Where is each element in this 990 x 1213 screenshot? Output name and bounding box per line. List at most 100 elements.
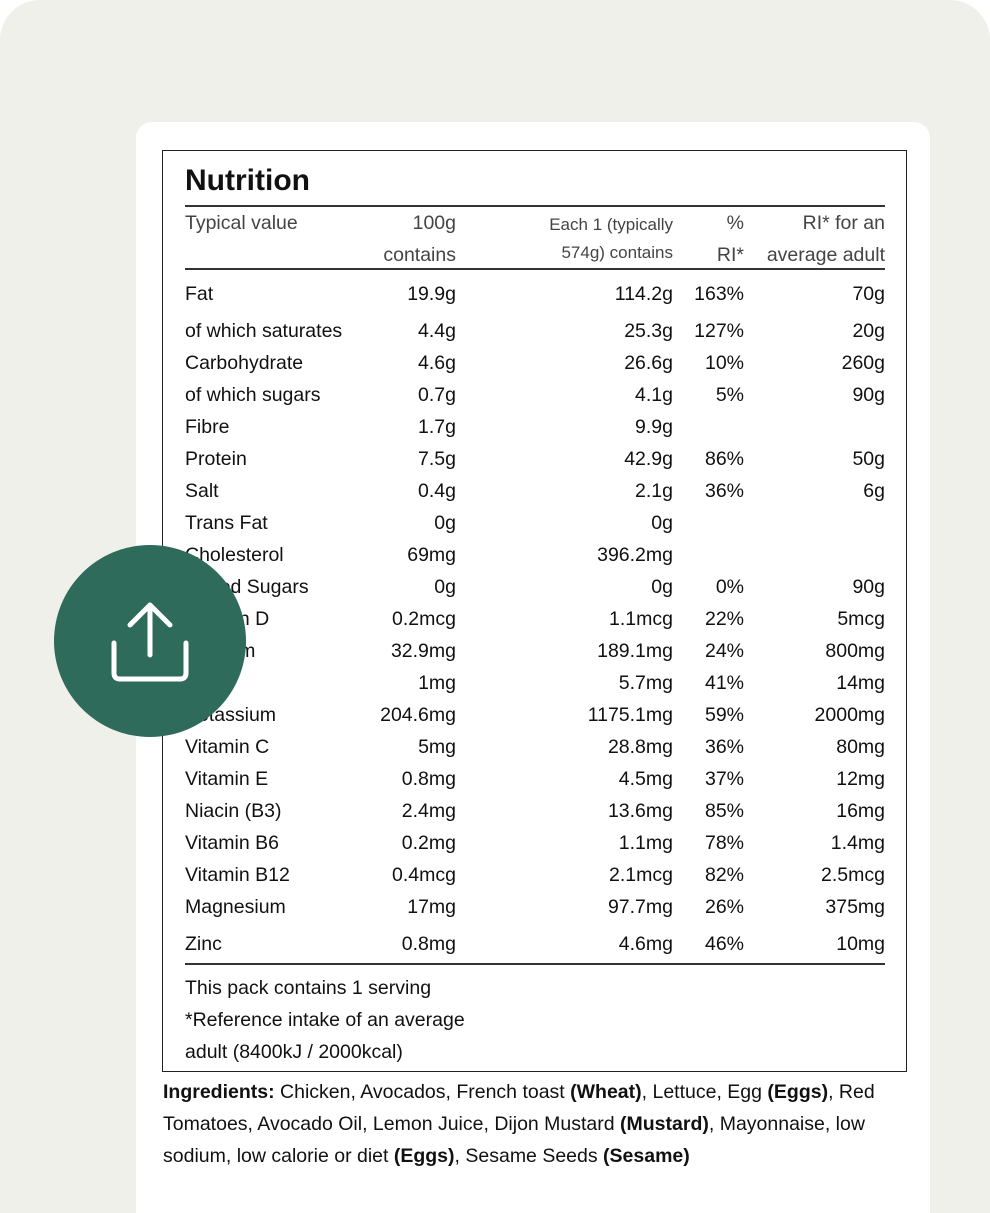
value-cell: 42.9g xyxy=(624,448,673,470)
value-cell: 0g xyxy=(651,576,673,598)
ingredient-text: Chicken, Avocados, French toast xyxy=(274,1081,571,1103)
value-cell: 114.2g xyxy=(614,283,673,305)
ingredient-text: , Mayonnaise, low sodium, low calorie or… xyxy=(163,1113,871,1167)
footer-note: This pack contains 1 serving xyxy=(185,977,432,999)
value-cell: 41% xyxy=(704,672,744,694)
allergen: (Sesame) xyxy=(603,1145,690,1167)
value-cell: 26% xyxy=(704,896,744,918)
value-cell: 20g xyxy=(852,320,885,342)
value-cell: 50g xyxy=(852,448,885,470)
value-cell: 4.6mg xyxy=(618,933,673,955)
nutrient-name: Salt xyxy=(185,480,219,502)
value-cell: 6g xyxy=(863,480,885,502)
value-cell: 17mg xyxy=(407,896,456,918)
value-cell: 10mg xyxy=(836,933,885,955)
header-cell: RI* for an xyxy=(802,212,885,234)
nutrient-name: of which saturates xyxy=(185,320,343,342)
nutrient-name: Vitamin B12 xyxy=(185,864,290,886)
nutrient-name: Cholesterol xyxy=(185,544,284,566)
value-cell: 82% xyxy=(704,864,744,886)
ingredient-text: , Red Tomatoes, Avocado Oil, Lemon Juice… xyxy=(163,1081,880,1135)
ingredient-text: , Sesame Seeds xyxy=(454,1145,604,1167)
value-cell: 80mg xyxy=(836,736,885,758)
value-cell: 0.2mcg xyxy=(392,608,456,630)
value-cell: 70g xyxy=(852,283,885,305)
value-cell: 2.4mg xyxy=(401,800,456,822)
value-cell: 19.9g xyxy=(407,283,456,305)
value-cell: 5mcg xyxy=(837,608,885,630)
value-cell: 13.6mg xyxy=(607,800,673,822)
value-cell: 189.1mg xyxy=(597,640,673,662)
allergen: (Eggs) xyxy=(767,1081,829,1103)
nutrition-title: Nutrition xyxy=(185,164,310,197)
nutrient-name: of which sugars xyxy=(185,384,321,406)
value-cell: 36% xyxy=(704,480,744,502)
value-cell: 12mg xyxy=(836,768,885,790)
value-cell: 25.3g xyxy=(624,320,673,342)
rule xyxy=(185,268,885,270)
upload-icon xyxy=(111,602,189,682)
header-cell: RI* xyxy=(716,244,744,266)
value-cell: 2.1mcg xyxy=(609,864,673,886)
nutrient-name: Carbohydrate xyxy=(185,352,304,374)
value-cell: 32.9mg xyxy=(390,640,456,662)
rule xyxy=(185,205,885,207)
value-cell: 0.4mcg xyxy=(392,864,456,886)
nutrient-name: Trans Fat xyxy=(185,512,268,534)
footer-note: adult (8400kJ / 2000kcal) xyxy=(185,1041,403,1063)
footer-note: *Reference intake of an average xyxy=(185,1009,465,1031)
allergen: (Mustard) xyxy=(620,1113,709,1135)
value-cell: 1.1mg xyxy=(618,832,673,854)
header-cell: 574g) contains xyxy=(561,243,673,262)
value-cell: 24% xyxy=(704,640,744,662)
rule xyxy=(185,963,885,965)
value-cell: 28.8mg xyxy=(607,736,673,758)
value-cell: 85% xyxy=(704,800,744,822)
value-cell: 4.1g xyxy=(635,384,673,406)
upload-button[interactable] xyxy=(54,545,246,737)
value-cell: 90g xyxy=(852,384,885,406)
value-cell: 4.4g xyxy=(418,320,456,342)
header-cell: contains xyxy=(383,244,456,266)
value-cell: 7.5g xyxy=(418,448,456,470)
value-cell: 0g xyxy=(651,512,673,534)
card xyxy=(136,122,930,1213)
value-cell: 0.2mg xyxy=(401,832,456,854)
value-cell: 0.4g xyxy=(418,480,456,502)
header-cell: Typical value xyxy=(185,212,298,234)
value-cell: 2.1g xyxy=(635,480,673,502)
value-cell: 36% xyxy=(704,736,744,758)
nutrient-name: Magnesium xyxy=(185,896,286,918)
value-cell: 69mg xyxy=(407,544,456,566)
value-cell: 26.6g xyxy=(624,352,673,374)
value-cell: 0% xyxy=(715,576,744,598)
nutrient-name: Fat xyxy=(185,283,214,305)
nutrient-name: Protein xyxy=(185,448,247,470)
nutrient-name: Vitamin C xyxy=(185,736,270,758)
value-cell: 1mg xyxy=(418,672,456,694)
value-cell: 97.7mg xyxy=(607,896,673,918)
nutrient-name: Vitamin B6 xyxy=(185,832,279,854)
value-cell: 2000mg xyxy=(814,704,885,726)
value-cell: 0.7g xyxy=(418,384,456,406)
value-cell: 5% xyxy=(715,384,744,406)
value-cell: 396.2mg xyxy=(597,544,673,566)
header-cell: Each 1 (typically xyxy=(549,215,673,234)
nutrient-name: Zinc xyxy=(185,933,222,955)
value-cell: 59% xyxy=(704,704,744,726)
value-cell: 127% xyxy=(694,320,744,342)
value-cell: 4.6g xyxy=(418,352,456,374)
value-cell: 9.9g xyxy=(635,416,673,438)
value-cell: 0.8mg xyxy=(401,933,456,955)
header-cell: 100g xyxy=(412,212,456,234)
value-cell: 1.4mg xyxy=(830,832,885,854)
value-cell: 800mg xyxy=(825,640,885,662)
ingredients-label: Ingredients: xyxy=(163,1081,275,1103)
ingredient-text: , Lettuce, Egg xyxy=(641,1081,768,1103)
value-cell: 0g xyxy=(434,512,456,534)
nutrient-name: Fibre xyxy=(185,416,230,438)
nutrient-name: Vitamin E xyxy=(185,768,269,790)
value-cell: 5mg xyxy=(418,736,456,758)
value-cell: 78% xyxy=(704,832,744,854)
